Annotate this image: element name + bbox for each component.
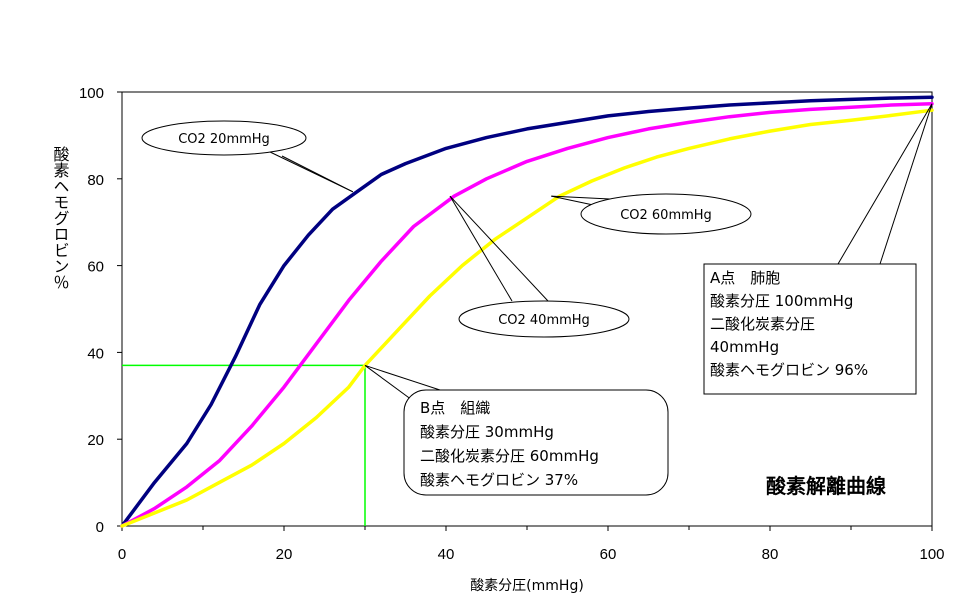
point-b-pointer bbox=[364, 364, 441, 391]
y-tick-label: 100 bbox=[79, 85, 104, 102]
point-b-line-3: 二酸化炭素分圧 60mmHg bbox=[420, 447, 599, 465]
point-b-box bbox=[403, 389, 669, 496]
point-a-line-5: 酸素ヘモグロビン 96% bbox=[710, 361, 868, 379]
point-a-box bbox=[703, 263, 917, 395]
point-b-line-4: 酸素ヘモグロビン 37% bbox=[420, 471, 578, 489]
point-b-callout: B点 組織 酸素分圧 30mmHg 二酸化炭素分圧 60mmHg 酸素ヘモグロビ… bbox=[403, 389, 669, 496]
point-a-callout: A点 肺胞 酸素分圧 100mmHg 二酸化炭素分圧 40mmHg 酸素ヘモグロ… bbox=[703, 263, 917, 395]
y-axis-label: 酸素ヘモグロビン％ bbox=[51, 146, 70, 290]
co2-40-callout: CO2 40mmHg bbox=[458, 300, 630, 338]
co2-60-callout: CO2 60mmHg bbox=[580, 193, 752, 235]
series-line-co2-60 bbox=[120, 108, 934, 528]
co2-20-label: CO2 20mmHg bbox=[178, 132, 270, 147]
co2-20-bubble bbox=[141, 120, 307, 156]
point-b-line-1: B点 組織 bbox=[420, 399, 490, 417]
co2-20-pointer bbox=[281, 155, 354, 193]
point-a-pointer bbox=[837, 103, 933, 265]
point-b-pointer bbox=[364, 365, 413, 401]
x-tick-label: 40 bbox=[438, 546, 455, 563]
co2-60-label: CO2 60mmHg bbox=[620, 208, 712, 223]
x-tick-label: 20 bbox=[276, 546, 293, 563]
x-axis-label: 酸素分圧(mmHg) bbox=[470, 578, 584, 594]
co2-40-pointer bbox=[449, 195, 549, 302]
y-tick-label: 40 bbox=[87, 345, 104, 362]
x-tick-label: 100 bbox=[919, 546, 944, 563]
point-b-line-2: 酸素分圧 30mmHg bbox=[420, 423, 554, 441]
x-tick-label: 80 bbox=[762, 546, 779, 563]
series-line-co2-40 bbox=[120, 101, 934, 528]
co2-60-pointer bbox=[551, 195, 611, 200]
point-a-line-2: 酸素分圧 100mmHg bbox=[710, 292, 853, 310]
co2-40-label: CO2 40mmHg bbox=[498, 313, 590, 328]
x-tick-label: 0 bbox=[118, 546, 126, 563]
co2-40-pointer bbox=[449, 195, 513, 302]
y-tick-label: 80 bbox=[87, 172, 104, 189]
y-tick-label: 0 bbox=[96, 519, 104, 536]
point-a-line-1: A点 肺胞 bbox=[710, 269, 780, 287]
co2-40-bubble bbox=[458, 300, 630, 338]
point-a-line-4: 40mmHg bbox=[710, 338, 779, 356]
y-tick-label: 60 bbox=[87, 259, 104, 276]
co2-20-callout: CO2 20mmHg bbox=[141, 120, 307, 156]
point-a-pointer bbox=[879, 103, 933, 265]
x-tick-label: 60 bbox=[600, 546, 617, 563]
co2-60-bubble bbox=[580, 193, 752, 235]
chart-title: 酸素解離曲線 bbox=[766, 474, 886, 498]
point-a-line-3: 二酸化炭素分圧 bbox=[710, 315, 815, 333]
series-line-co2-20 bbox=[120, 95, 934, 528]
y-tick-label: 20 bbox=[87, 432, 104, 449]
